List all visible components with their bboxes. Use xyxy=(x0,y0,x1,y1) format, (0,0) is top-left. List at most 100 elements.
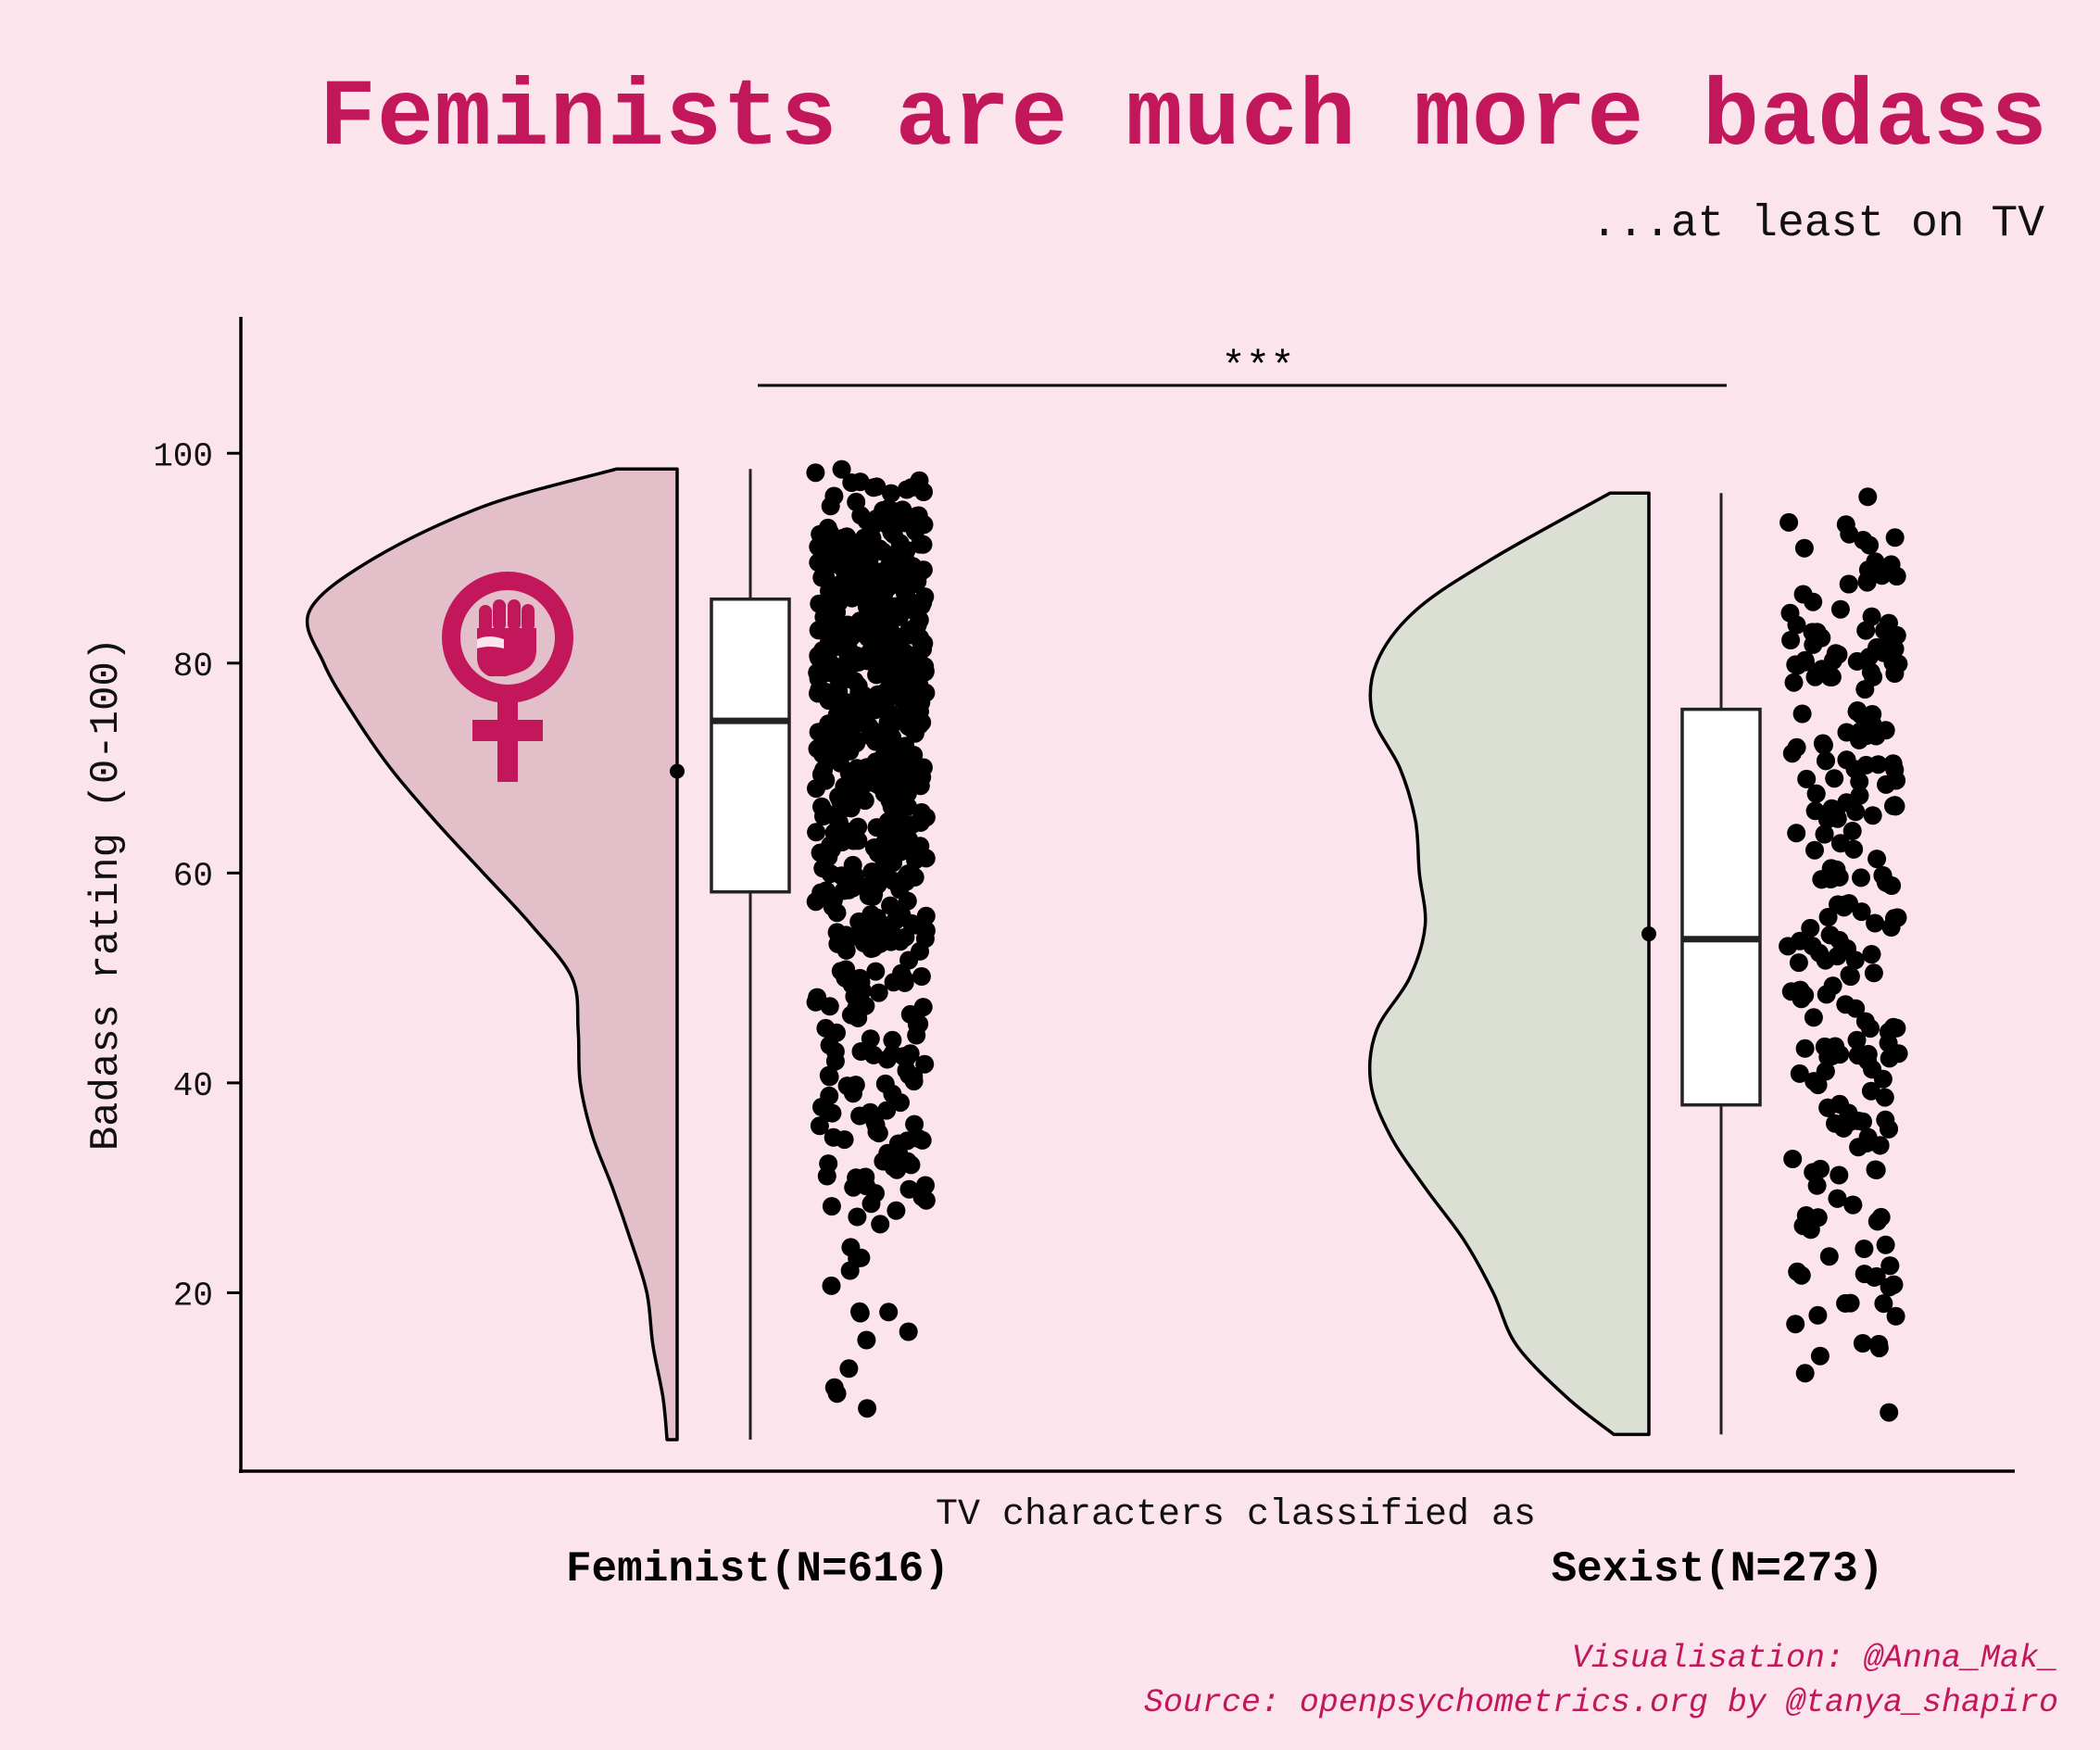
chart-subtitle: ...at least on TV xyxy=(1591,199,2044,249)
sexist-point xyxy=(1885,909,1905,928)
sexist-point xyxy=(1810,943,1829,963)
sexist-box xyxy=(1680,707,1762,1107)
sexist-point xyxy=(1887,771,1905,790)
feminist-point xyxy=(916,849,936,868)
feminist-point xyxy=(835,777,854,796)
feminist-point xyxy=(898,1131,917,1151)
sexist-point xyxy=(1869,1335,1889,1353)
sexist-point xyxy=(1875,621,1894,640)
sexist-point xyxy=(1815,825,1834,844)
sexist-point xyxy=(1856,621,1876,640)
sexist-point xyxy=(1885,528,1905,548)
sexist-point xyxy=(1841,1112,1860,1131)
feminist-point xyxy=(825,1042,845,1062)
feminist-point xyxy=(864,516,883,535)
feminist-point xyxy=(820,1086,839,1105)
sexist-point xyxy=(1792,704,1812,724)
feminist-point xyxy=(816,1018,836,1038)
feminist-point xyxy=(877,1050,897,1069)
feminist-point xyxy=(822,1276,841,1295)
sexist-point xyxy=(1861,1081,1880,1101)
feminist-point xyxy=(810,1116,829,1136)
sexist-point xyxy=(1870,1136,1890,1155)
feminist-point xyxy=(812,740,832,760)
feminist-point xyxy=(896,927,915,947)
feminist-point xyxy=(871,869,890,888)
sexist-point xyxy=(1834,895,1854,914)
sexist-point xyxy=(1847,1030,1867,1050)
feminist-point xyxy=(844,1177,863,1197)
feminist-point xyxy=(831,791,850,811)
feminist-point xyxy=(912,803,931,822)
feminist-point xyxy=(913,560,933,580)
feminist-point xyxy=(816,568,836,587)
feminist-point xyxy=(856,996,875,1015)
feminist-point xyxy=(899,621,919,640)
sexist-point xyxy=(1812,870,1831,889)
sexist-point xyxy=(1780,603,1800,623)
sexist-point xyxy=(1823,976,1842,996)
sexist-point xyxy=(1820,925,1840,945)
feminist-point xyxy=(829,812,849,832)
y-ticks: 20 40 60 80 100 xyxy=(153,437,241,1315)
feminist-point xyxy=(863,563,883,583)
y-tick-label: 40 xyxy=(173,1067,213,1105)
feminist-point xyxy=(849,817,868,837)
feminist-point xyxy=(822,1197,841,1216)
feminist-point xyxy=(882,484,900,503)
feminist-point xyxy=(861,905,881,924)
feminist-point xyxy=(819,1065,838,1085)
feminist-point xyxy=(829,658,848,677)
sexist-point xyxy=(1879,1022,1898,1041)
feminist-point xyxy=(851,1248,871,1267)
feminist-point xyxy=(806,463,825,483)
feminist-point xyxy=(832,866,851,886)
chart-title: Feminists are much more badass xyxy=(319,65,2048,172)
feminist-point xyxy=(912,596,931,615)
sexist-point xyxy=(1830,1165,1849,1185)
feminist-point xyxy=(867,1122,887,1141)
sexist-point xyxy=(1818,1047,1838,1066)
feminist-point xyxy=(914,483,933,501)
sexist-point xyxy=(1848,701,1867,721)
feminist-point xyxy=(850,1302,869,1321)
feminist-point xyxy=(860,621,879,640)
feminist-point xyxy=(883,1030,902,1050)
feminist-point xyxy=(840,1261,860,1280)
sexist-point xyxy=(1837,723,1856,742)
feminist-point xyxy=(826,550,846,570)
feminist-point xyxy=(832,529,851,548)
feminist-point xyxy=(889,812,909,831)
feminist-jitter-points xyxy=(806,460,936,1418)
feminist-point xyxy=(832,460,851,479)
feminist-point xyxy=(908,686,927,705)
feminist-point xyxy=(913,639,933,659)
sexist-point xyxy=(1863,806,1882,825)
feminist-point xyxy=(859,887,878,905)
y-tick-label: 100 xyxy=(153,437,213,475)
sexist-point xyxy=(1863,1060,1882,1079)
feminist-point xyxy=(827,903,847,923)
sexist-point xyxy=(1783,1150,1803,1168)
sexist-point xyxy=(1864,963,1883,983)
sexist-point xyxy=(1842,822,1862,840)
feminist-point xyxy=(866,962,886,981)
feminist-point xyxy=(824,486,844,506)
sexist-point xyxy=(1884,1275,1904,1294)
feminist-point xyxy=(879,854,899,874)
sexist-point xyxy=(1786,1315,1805,1334)
feminist-point xyxy=(882,549,900,569)
feminist-point xyxy=(820,997,839,1016)
sexist-point xyxy=(1779,512,1799,532)
sexist-point xyxy=(1876,721,1895,740)
feminist-point xyxy=(915,1054,935,1074)
feminist-point xyxy=(851,920,871,939)
sexist-point xyxy=(1855,1265,1874,1284)
sexist-point xyxy=(1858,487,1878,507)
feminist-point xyxy=(817,1166,836,1186)
feminist-point xyxy=(905,724,924,743)
x-tick-label-feminist: Feminist(N=616) xyxy=(566,1545,949,1593)
sexist-point xyxy=(1814,736,1833,755)
sexist-point xyxy=(1836,1293,1855,1313)
feminist-point xyxy=(866,1184,885,1203)
